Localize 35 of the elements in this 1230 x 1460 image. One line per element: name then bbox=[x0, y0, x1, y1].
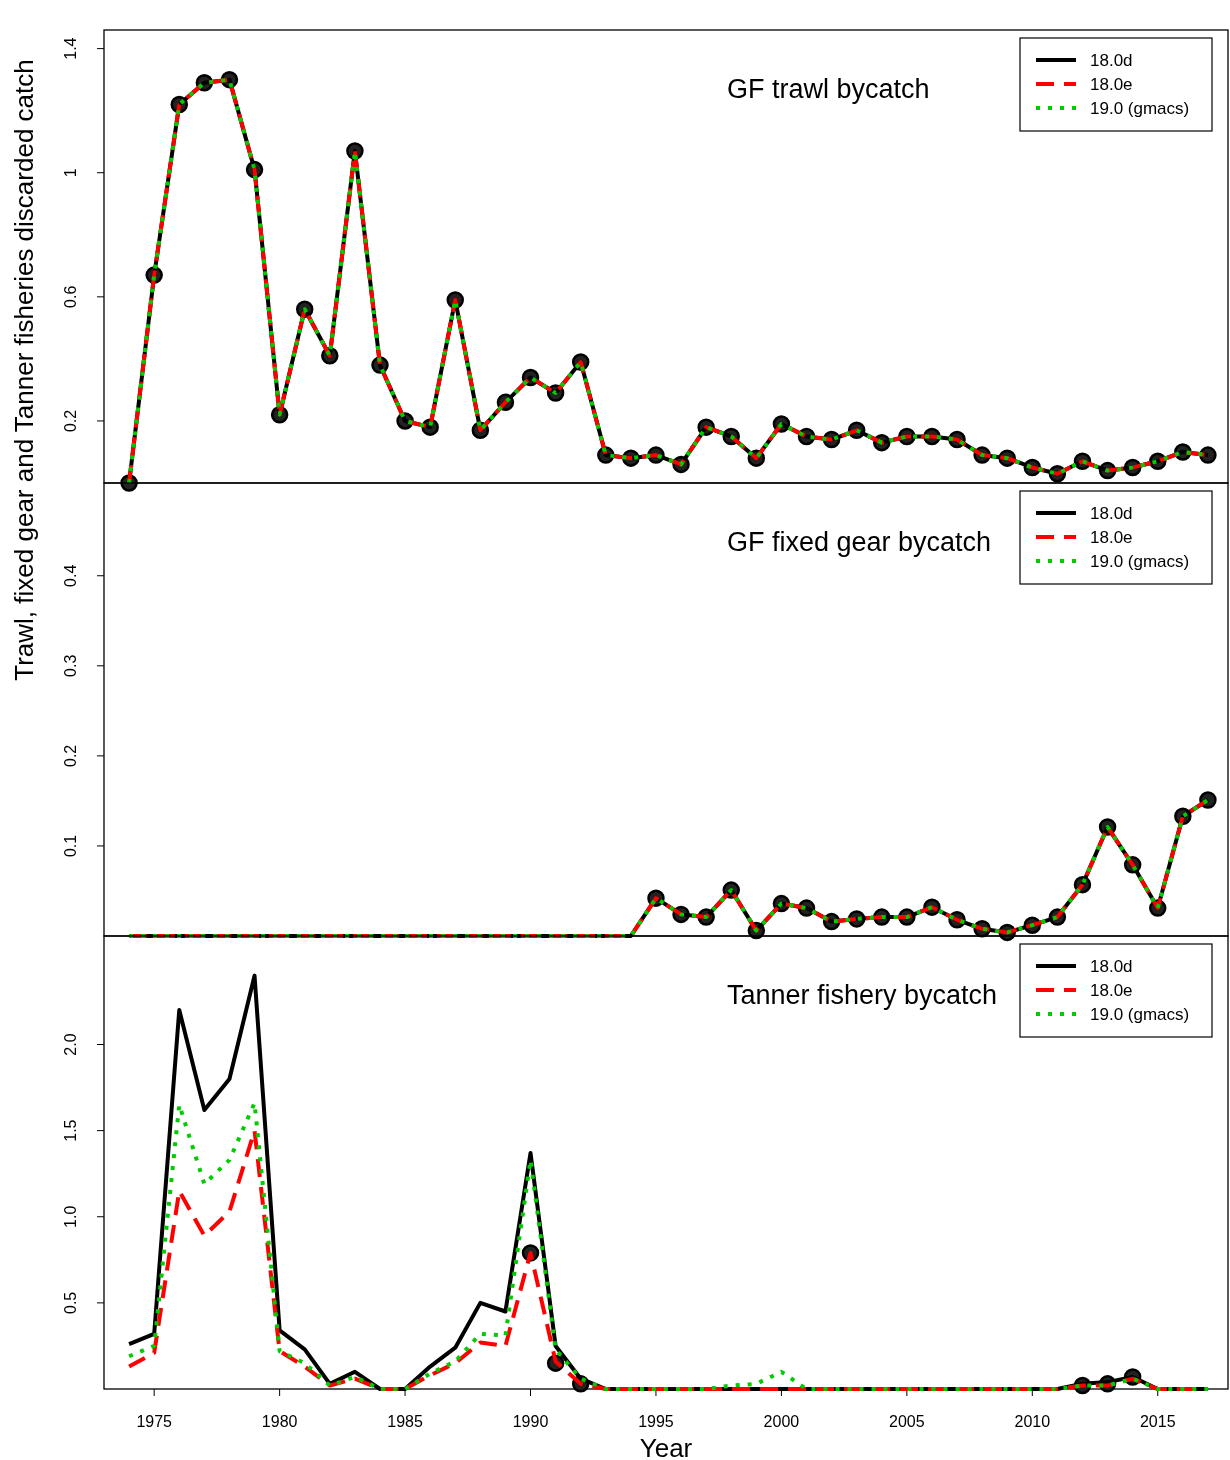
legend-label: 18.0d bbox=[1090, 504, 1133, 523]
text: GF fixed gear bycatch bbox=[727, 527, 992, 557]
y-tick-label: 1.0 bbox=[62, 1205, 79, 1228]
x-tick-label: 1980 bbox=[261, 1413, 298, 1430]
y-tick-label: 0.2 bbox=[62, 409, 79, 433]
x-axis-title: Year bbox=[639, 1433, 693, 1460]
y-tick-label: 2.0 bbox=[62, 1033, 79, 1056]
y-tick-label: 0.5 bbox=[62, 1291, 79, 1314]
y-tick-label: 0.6 bbox=[62, 285, 79, 308]
legend-label: 19.0 (gmacs) bbox=[1090, 552, 1190, 571]
y-tick-label: 1.5 bbox=[62, 1119, 79, 1142]
x-tick-label: 2015 bbox=[1139, 1413, 1176, 1430]
x-tick-label: 1985 bbox=[387, 1413, 423, 1430]
y-tick-label: 1.4 bbox=[62, 37, 79, 60]
y-tick-label: 0.4 bbox=[62, 564, 79, 587]
y-tick-label: 0.1 bbox=[62, 834, 79, 858]
x-tick-label: 2000 bbox=[763, 1413, 800, 1430]
legend-label: 18.0d bbox=[1090, 957, 1133, 976]
x-tick-label: 2010 bbox=[1014, 1413, 1051, 1430]
legend-label: 19.0 (gmacs) bbox=[1090, 99, 1190, 118]
x-tick-label: 1990 bbox=[512, 1413, 549, 1430]
legend-label: 18.0e bbox=[1090, 981, 1133, 1000]
x-tick-label: 1975 bbox=[136, 1413, 173, 1430]
y-axis-title: Trawl, fixed gear and Tanner fisheries discarded catch bbox=[9, 59, 39, 681]
text: GF trawl bycatch bbox=[727, 74, 930, 104]
text: Tanner fishery bycatch bbox=[727, 980, 998, 1010]
legend-label: 18.0d bbox=[1090, 51, 1133, 70]
x-tick-label: 2005 bbox=[889, 1413, 925, 1430]
y-tick-label: 0.2 bbox=[62, 744, 79, 768]
y-tick-label: 1 bbox=[62, 168, 79, 178]
legend-label: 18.0e bbox=[1090, 75, 1133, 94]
legend-label: 18.0e bbox=[1090, 528, 1133, 547]
x-tick-label: 1995 bbox=[638, 1413, 674, 1430]
legend-label: 19.0 (gmacs) bbox=[1090, 1005, 1190, 1024]
y-tick-label: 0.3 bbox=[62, 654, 79, 677]
